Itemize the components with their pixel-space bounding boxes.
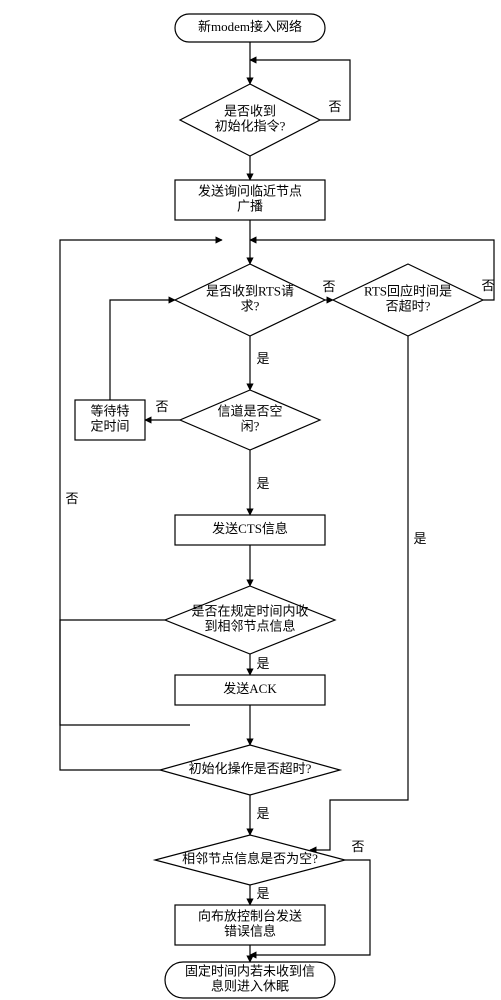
node-text: 否超时? bbox=[386, 298, 431, 313]
edge-label: 是 bbox=[413, 531, 426, 546]
node-text: 发送ACK bbox=[223, 681, 277, 696]
node-text: 相邻节点信息是否为空? bbox=[182, 851, 318, 866]
node-p_ack: 发送ACK bbox=[175, 675, 325, 705]
node-text: 发送CTS信息 bbox=[212, 521, 288, 536]
edge-label: 否 bbox=[322, 279, 335, 294]
edge bbox=[110, 300, 175, 400]
node-text: 是否在规定时间内收 bbox=[191, 603, 308, 618]
node-d_timeout: RTS回应时间是否超时? bbox=[333, 264, 483, 336]
node-p_wait: 等待特定时间 bbox=[75, 400, 145, 440]
node-d_empty: 相邻节点信息是否为空? bbox=[155, 835, 345, 885]
node-d_init_to: 初始化操作是否超时? bbox=[160, 745, 340, 795]
edge-label: 否 bbox=[155, 399, 168, 414]
node-text: 是否收到 bbox=[224, 103, 276, 118]
node-p_error: 向布放控制台发送错误信息 bbox=[175, 905, 325, 945]
edge-label: 是 bbox=[256, 806, 269, 821]
node-text: 固定时间内若未收到信 bbox=[185, 963, 315, 978]
edge-label: 是 bbox=[256, 886, 269, 901]
node-text: 初始化指令? bbox=[215, 118, 286, 133]
node-text: 息则进入休眠 bbox=[211, 978, 289, 993]
edge-label: 否 bbox=[328, 99, 341, 114]
node-d_init: 是否收到初始化指令? bbox=[180, 84, 320, 156]
edge-label: 是 bbox=[256, 656, 269, 671]
node-d_idle: 信道是否空闲? bbox=[180, 390, 320, 450]
edge-label: 否 bbox=[351, 839, 364, 854]
node-d_neighbor: 是否在规定时间内收到相邻节点信息 bbox=[165, 586, 335, 654]
node-text: 新modem接入网络 bbox=[198, 19, 302, 34]
node-text: 等待特 bbox=[90, 403, 129, 418]
node-end: 固定时间内若未收到信息则进入休眠 bbox=[165, 962, 335, 998]
node-text: 发送询问临近节点 bbox=[198, 183, 302, 198]
edge-label: 是 bbox=[256, 476, 269, 491]
node-d_rts: 是否收到RTS请求? bbox=[175, 264, 325, 336]
node-text: 信道是否空 bbox=[217, 403, 282, 418]
node-text: 向布放控制台发送 bbox=[198, 908, 302, 923]
node-text: 初始化操作是否超时? bbox=[189, 761, 312, 776]
node-text: 到相邻节点信息 bbox=[204, 618, 295, 633]
edge bbox=[60, 620, 190, 725]
edge-label: 否 bbox=[65, 491, 78, 506]
node-p_query: 发送询问临近节点广播 bbox=[175, 180, 325, 220]
edge-label: 否 bbox=[481, 278, 494, 293]
node-text: 定时间 bbox=[90, 418, 129, 433]
node-text: 是否收到RTS请 bbox=[206, 283, 294, 298]
node-text: 错误信息 bbox=[224, 923, 276, 938]
node-text: 闲? bbox=[241, 418, 260, 433]
flowchart-canvas: 否是否否是是否是否是是否新modem接入网络是否收到初始化指令?发送询问临近节点… bbox=[0, 0, 501, 1000]
node-start: 新modem接入网络 bbox=[175, 14, 325, 42]
node-p_cts: 发送CTS信息 bbox=[175, 515, 325, 545]
node-text: RTS回应时间是 bbox=[364, 283, 452, 298]
node-text: 求? bbox=[241, 298, 260, 313]
edge-label: 是 bbox=[256, 351, 269, 366]
node-text: 广播 bbox=[237, 198, 263, 213]
